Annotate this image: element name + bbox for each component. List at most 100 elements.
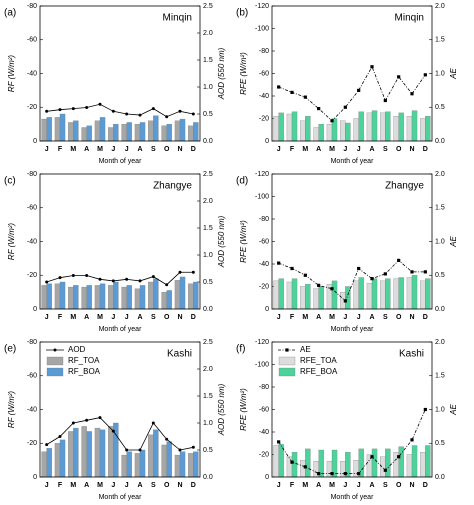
x-tick-label: O [164,146,170,153]
y-axis-label: RFE (W/m²) [239,52,248,95]
marker [151,275,155,279]
y2-tick-label: 0.5 [435,440,445,447]
x-tick-label: O [396,482,402,489]
bar [291,111,298,142]
bar [126,451,132,478]
y-tick-label: -20 [259,451,269,458]
x-tick-label: D [423,314,428,321]
marker [303,273,307,277]
bar [393,116,399,142]
bar [41,285,47,310]
y-tick-label: -60 [27,37,37,44]
line [278,65,426,122]
x-tick-label: J [125,482,129,489]
bar [291,278,298,310]
marker [290,266,294,271]
bar [371,278,378,310]
x-axis-label: Month of year [331,494,374,501]
bar [166,290,172,310]
y2-tick-label: 0.0 [203,138,213,145]
marker [330,287,334,291]
marker [165,283,169,287]
bar [273,280,279,310]
y-tick-label: -80 [259,48,269,55]
bar [73,427,79,478]
legend-label: AOD [68,345,86,354]
plot-frame [271,5,433,142]
marker [98,277,102,281]
marker [303,465,307,469]
bar [68,431,74,478]
y-axis-label: RF (W/m²) [7,391,16,429]
bar [273,445,279,478]
y2-tick-label: 1.5 [203,57,213,64]
bar [113,123,119,142]
marker [111,429,115,433]
bar [353,280,359,310]
marker [191,112,195,116]
marker [410,92,414,96]
marker [111,109,115,113]
y2-tick-label: 1.0 [435,70,445,77]
marker [178,448,182,452]
bar [326,123,333,142]
y-tick-label: -40 [259,93,269,100]
bar [411,275,418,310]
bar [174,280,181,310]
bar [286,281,293,310]
marker [138,279,142,283]
marker [45,443,49,447]
marker [178,109,182,113]
y-tick-label: -20 [27,272,37,279]
y-tick-label: 0 [265,306,269,313]
bar [108,426,114,478]
marker [317,472,321,476]
bar [318,123,324,142]
bar [94,285,101,310]
y-tick-label: -100 [255,361,269,368]
y-tick-label: -20 [259,283,269,290]
marker [98,416,102,420]
x-tick-label: J [343,482,347,489]
bar [193,451,199,478]
bar [393,278,399,310]
marker [317,283,321,287]
y2-axis-label: AOD (550 nm) [217,47,226,100]
bar [398,446,404,478]
y-tick-label: -120 [255,3,269,10]
x-tick-label: J [357,314,361,321]
bar [94,120,101,142]
bar [166,123,172,142]
y-tick-label: 0 [33,306,37,313]
line [278,259,426,302]
x-tick-label: A [369,314,374,321]
x-tick-label: F [58,146,63,153]
y2-tick-label: 0.0 [435,138,445,145]
plot-frame [39,173,201,310]
marker [290,90,294,94]
bar [345,122,351,142]
bar [425,278,431,310]
marker [151,421,155,425]
line [46,103,194,118]
y-tick-label: -80 [27,171,37,178]
x-tick-label: J [125,314,129,321]
y2-tick-label: 0.5 [435,272,445,279]
bar [340,120,346,142]
x-tick-label: M [329,482,335,489]
marker [330,472,334,476]
y2-tick-label: 1.5 [435,37,445,44]
y2-tick-label: 1.0 [203,252,213,259]
x-tick-label: S [383,146,388,153]
bar [291,452,298,478]
x-tick-label: M [70,146,76,153]
marker [165,437,169,441]
bar [286,113,293,142]
marker [178,270,182,274]
bar [86,285,92,310]
bar [126,285,132,310]
marker [58,276,62,280]
x-tick-label: A [316,146,321,153]
y2-tick-label: 0.5 [203,111,213,118]
bar [121,454,127,478]
